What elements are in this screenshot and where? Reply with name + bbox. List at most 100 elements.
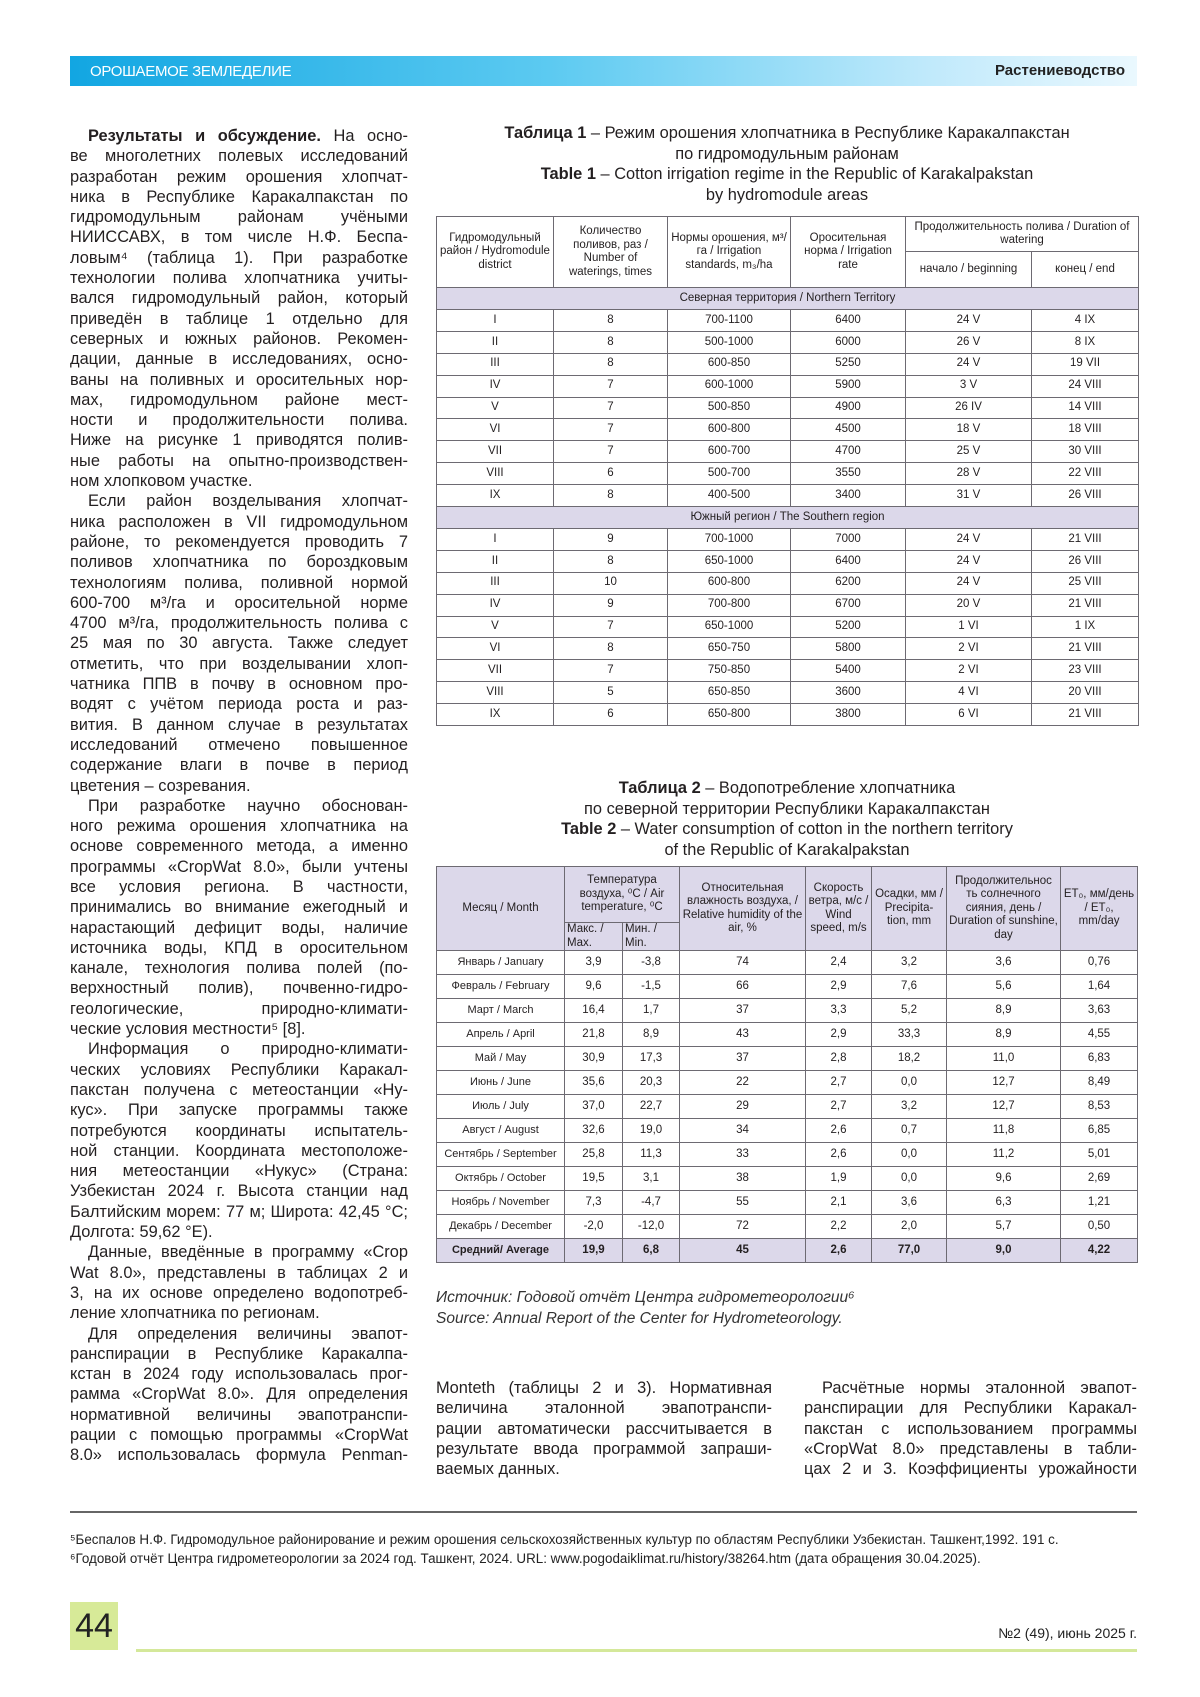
- table-cell: 2,7: [806, 1095, 872, 1119]
- table-cell: 11,2: [947, 1143, 1061, 1167]
- table-cell: 3400: [791, 485, 906, 507]
- table-cell: I: [437, 529, 554, 551]
- month-cell: Ноябрь / November: [437, 1191, 565, 1215]
- region-row: Южный регион / The Southern region: [437, 507, 1139, 529]
- text-line: приведён в таблице 1 отдельно для: [70, 309, 408, 329]
- table-row: Февраль / February9,6-1,5662,97,65,61,64: [437, 975, 1138, 999]
- footnote-separator: [70, 1511, 1137, 1513]
- table-cell: 72: [680, 1215, 806, 1239]
- table-cell: 32,6: [565, 1119, 623, 1143]
- t1-header-district: Гидромодульный район / Hydromodule distr…: [437, 217, 554, 288]
- source-ru: Источник: Годовой отчёт Центра гидромете…: [436, 1288, 855, 1309]
- t2-header-eto: ET₀, мм/день / ET₀, mm/day: [1061, 867, 1138, 951]
- text-line: ния метеостанции «Нукус» (Страна:: [70, 1161, 408, 1181]
- table-cell: VII: [437, 441, 554, 463]
- table-cell: 11,0: [947, 1047, 1061, 1071]
- table-cell: 9,6: [565, 975, 623, 999]
- table-cell: 6,3: [947, 1191, 1061, 1215]
- table-cell: VIII: [437, 682, 554, 704]
- table-row: IV9700-800670020 V21 VIII: [437, 594, 1139, 616]
- text-line: ника в Республике Каракалпакстан по: [70, 187, 408, 207]
- t2-header-min: Мин. / Min.: [623, 923, 680, 951]
- table1-irrigation-regime: Гидромодульный район / Hydromodule distr…: [436, 216, 1139, 726]
- table-cell: IX: [437, 485, 554, 507]
- table-cell: 22: [680, 1071, 806, 1095]
- table-cell: VIII: [437, 463, 554, 485]
- table-cell: I: [437, 310, 554, 332]
- table-cell: 30,9: [565, 1047, 623, 1071]
- table-cell: 19 VII: [1032, 353, 1139, 375]
- table-cell: 9,0: [947, 1239, 1061, 1263]
- table-cell: 21 VIII: [1032, 594, 1139, 616]
- table-cell: 35,6: [565, 1071, 623, 1095]
- table-cell: 8: [554, 331, 668, 353]
- text-line: Результаты и обсуждение. На осно-: [70, 126, 408, 146]
- table-cell: 3,2: [872, 1095, 947, 1119]
- table-cell: 650-1000: [668, 550, 791, 572]
- left-text-column: Результаты и обсуждение. На осно-ве мног…: [70, 126, 408, 1466]
- region-row: Северная территория / Northern Territory: [437, 288, 1139, 310]
- table-cell: -1,5: [623, 975, 680, 999]
- table-cell: 7: [554, 397, 668, 419]
- table-row: V7500-850490026 IV14 VIII: [437, 397, 1139, 419]
- month-cell: Июль / July: [437, 1095, 565, 1119]
- table-cell: 4900: [791, 397, 906, 419]
- table-cell: -4,7: [623, 1191, 680, 1215]
- table-row: Май / May30,917,3372,818,211,06,83: [437, 1047, 1138, 1071]
- table-cell: 8,9: [623, 1023, 680, 1047]
- text-line: нарастающий дефицит воды, наличие: [70, 918, 408, 938]
- table-cell: 2,4: [806, 951, 872, 975]
- footnote-6: ⁶Годовой отчёт Центра гидрометеорологии …: [70, 1549, 1137, 1568]
- caption-label: Таблица 2: [619, 779, 701, 797]
- table-cell: 0,50: [1061, 1215, 1138, 1239]
- table-cell: 400-500: [668, 485, 791, 507]
- table-cell: 6400: [791, 550, 906, 572]
- table-cell: 30 VIII: [1032, 441, 1139, 463]
- table-cell: 24 V: [906, 529, 1032, 551]
- table-cell: 7: [554, 616, 668, 638]
- text-line: 25 мая по 30 августа. Также следует: [70, 633, 408, 653]
- text-line: геологические, природно-климати-: [70, 999, 408, 1019]
- month-cell: Май / May: [437, 1047, 565, 1071]
- caption-line: Таблица 1 – Режим орошения хлопчатника в…: [436, 123, 1138, 144]
- caption-label: Table 2: [561, 820, 616, 838]
- table-cell: IX: [437, 704, 554, 726]
- table-cell: 500-1000: [668, 331, 791, 353]
- table-cell: VI: [437, 638, 554, 660]
- table-cell: III: [437, 572, 554, 594]
- text-line: Ниже на рисунке 1 приводятся полив-: [70, 430, 408, 450]
- table-row: IX8400-500340031 V26 VIII: [437, 485, 1139, 507]
- table-cell: 18 VIII: [1032, 419, 1139, 441]
- text-line: Расчётные нормы эталонной эвапот-: [804, 1378, 1137, 1398]
- running-header: ОРОШАЕМОЕ ЗЕМЛЕДЕЛИЕ Растениеводство: [70, 56, 1137, 86]
- text-line: кстан в 2024 году использовалась прог-: [70, 1364, 408, 1384]
- table-cell: 2 VI: [906, 660, 1032, 682]
- text-line: НИИССАВХ, в том числе Н.Ф. Беспа-: [70, 227, 408, 247]
- table-cell: 2,6: [806, 1119, 872, 1143]
- text-line: вития. В данном случае в результатах: [70, 715, 408, 735]
- table-cell: 5: [554, 682, 668, 704]
- table-cell: 26 VIII: [1032, 550, 1139, 572]
- table-cell: 9: [554, 594, 668, 616]
- text-line: Wat 8.0», представлены в таблицах 2 и: [70, 1263, 408, 1283]
- text-line: технологиям полива, поливной нормой: [70, 573, 408, 593]
- table-cell: 74: [680, 951, 806, 975]
- t1-header-duration: Продолжительность полива / Duration of w…: [906, 217, 1139, 252]
- month-cell: Июнь / June: [437, 1071, 565, 1095]
- table-cell: 8,49: [1061, 1071, 1138, 1095]
- table-cell: 10: [554, 572, 668, 594]
- table-cell: 5,2: [872, 999, 947, 1023]
- month-cell: Декабрь / December: [437, 1215, 565, 1239]
- table-cell: 37,0: [565, 1095, 623, 1119]
- table-cell: 6000: [791, 331, 906, 353]
- text-line: водят с учётом периода роста и раз-: [70, 694, 408, 714]
- table-cell: 3 V: [906, 375, 1032, 397]
- caption-label: Table 1: [541, 165, 596, 183]
- table-cell: 3,2: [872, 951, 947, 975]
- table-row: I8700-1100640024 V4 IX: [437, 310, 1139, 332]
- table-cell: 700-800: [668, 594, 791, 616]
- table-cell: 21 VIII: [1032, 529, 1139, 551]
- text-line: 4700 м³/га, продолжительность полива с: [70, 613, 408, 633]
- text-line: разработан режим орошения хлопчат-: [70, 167, 408, 187]
- text-line: программы «CropWat 8.0», были учтены: [70, 857, 408, 877]
